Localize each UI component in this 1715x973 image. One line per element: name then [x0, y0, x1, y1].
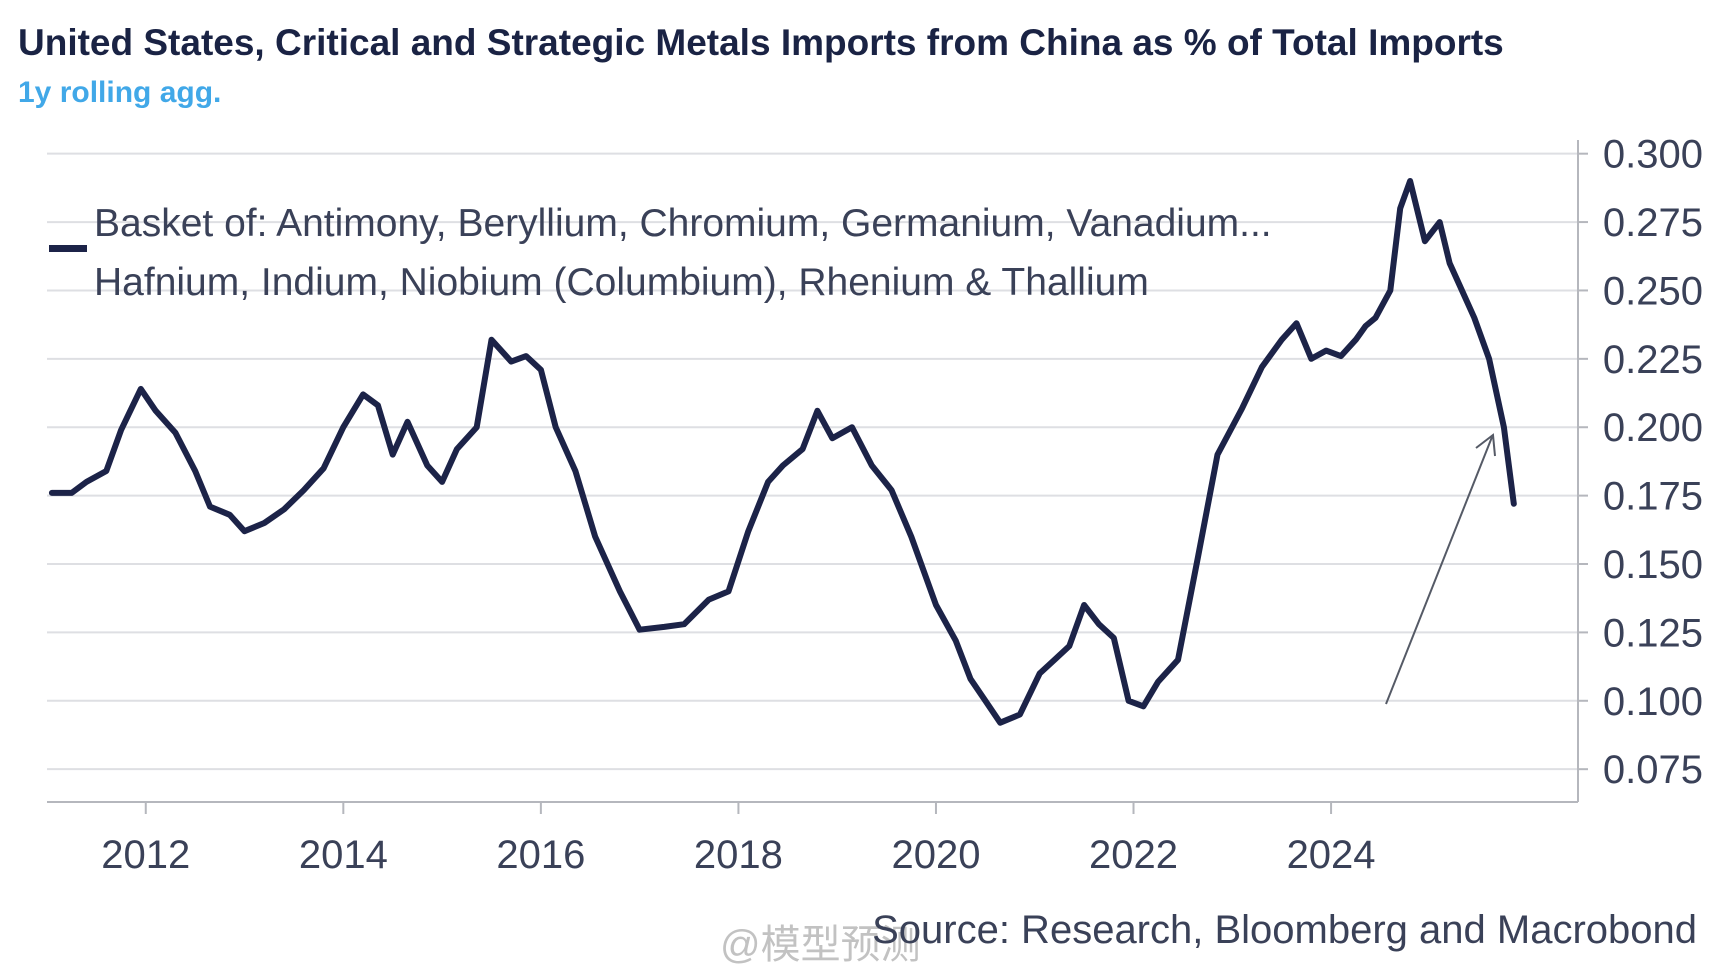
series-layer: [48, 178, 1517, 726]
y-tick-label: 0.100: [1603, 680, 1703, 724]
x-tick-label: 2014: [299, 833, 388, 877]
y-tick-label: 0.225: [1603, 338, 1703, 382]
y-tick-label: 0.150: [1603, 543, 1703, 587]
y-tick-label: 0.125: [1603, 611, 1703, 655]
x-tick-label: 2024: [1287, 833, 1376, 877]
y-axis-ticks: 0.075 0.100 0.125 0.150 0.175 0.200 0.225 0.250…: [1578, 133, 1703, 792]
x-tick-label: 2012: [101, 833, 190, 877]
annotation: [1385, 433, 1496, 705]
legend-label-line-2: Hafnium, Indium, Niobium (Columbium), Rh…: [94, 261, 1149, 304]
legend-swatch: [49, 245, 87, 252]
gridlines: [47, 152, 1578, 771]
x-tick-label: 2018: [694, 833, 783, 877]
legend: Basket of: Antimony, Beryllium, Chromium…: [49, 202, 1272, 304]
chart-subtitle: 1y rolling agg.: [18, 76, 222, 109]
y-tick-label: 0.075: [1603, 748, 1703, 792]
annotation-arrow-line: [1385, 436, 1493, 705]
axes: [47, 140, 1579, 803]
y-tick-label: 0.200: [1603, 406, 1703, 450]
x-axis-ticks: 2012 2014 2016 2018 2020 2022 2024: [101, 802, 1376, 877]
y-tick-label: 0.250: [1603, 269, 1703, 313]
x-tick-label: 2016: [496, 833, 585, 877]
legend-label-line-1: Basket of: Antimony, Beryllium, Chromium…: [94, 202, 1272, 245]
x-tick-label: 2020: [891, 833, 980, 877]
y-tick-label: 0.275: [1603, 201, 1703, 245]
y-tick-label: 0.175: [1603, 475, 1703, 519]
chart-title: United States, Critical and Strategic Me…: [18, 22, 1504, 63]
source-note: Source: Research, Bloomberg and Macrobon…: [872, 908, 1697, 952]
annotation-arrow-head: [1475, 433, 1496, 457]
y-tick-label: 0.300: [1603, 133, 1703, 177]
watermark: @模型预测: [720, 923, 921, 967]
x-tick-label: 2022: [1089, 833, 1178, 877]
series-line-0: [48, 178, 1517, 726]
